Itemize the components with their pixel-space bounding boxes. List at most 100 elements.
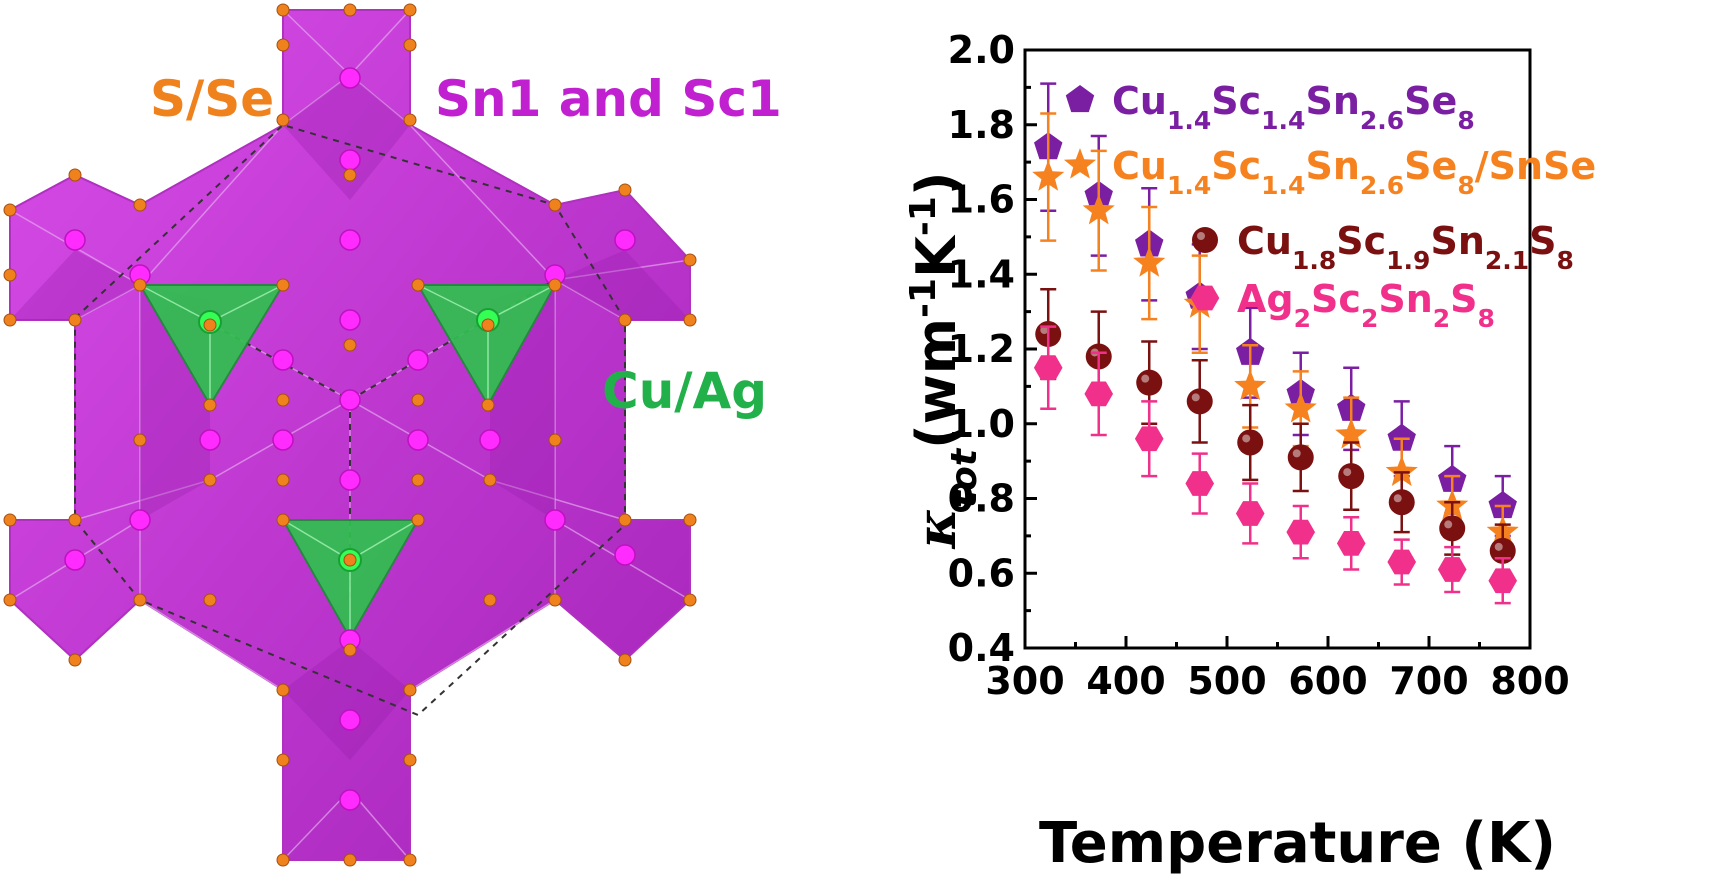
sn-sc-atom xyxy=(129,509,151,531)
x-tick-label: 800 xyxy=(1490,659,1569,703)
s-se-atom xyxy=(403,753,417,767)
label-s-se: S/Se xyxy=(150,70,275,128)
sn-sc-atom xyxy=(339,389,361,411)
tetrahedron-edge xyxy=(282,519,351,561)
s-se-atom xyxy=(203,593,217,607)
s-se-atom xyxy=(343,3,357,17)
data-point xyxy=(1388,489,1415,516)
sn-sc-atom xyxy=(339,709,361,731)
s-se-atom xyxy=(343,853,357,867)
legend-marker xyxy=(1065,85,1095,113)
data-point xyxy=(1082,193,1115,225)
s-se-atom xyxy=(343,338,357,352)
data-point xyxy=(1185,471,1215,496)
y-tick-label: 0.8 xyxy=(948,477,1015,521)
legend-marker xyxy=(1190,285,1220,311)
octahedron-edge xyxy=(282,789,351,861)
y-tick-label: 2.0 xyxy=(948,28,1015,72)
x-tick-label: 400 xyxy=(1086,659,1165,703)
s-se-atom xyxy=(683,253,697,267)
s-se-atom xyxy=(68,653,82,667)
x-axis-label: Temperature (K) xyxy=(1039,811,1556,876)
data-point xyxy=(1237,429,1264,456)
sn-sc-atom xyxy=(64,549,86,571)
s-se-atom xyxy=(483,593,497,607)
data-point xyxy=(1387,549,1417,575)
tetrahedron-edge xyxy=(417,284,489,321)
sn-sc-atom xyxy=(339,789,361,811)
s-se-atom xyxy=(343,643,357,657)
tetrahedron-edge xyxy=(139,284,211,323)
sn-sc-atom xyxy=(544,509,566,531)
s-se-atom xyxy=(683,593,697,607)
thermal-conductivity-chart: 300 400 500 600 700 800 0.4 0.6 0.8 1.0 1.2 1.4 1.6 1… xyxy=(903,28,1597,876)
s-se-atom xyxy=(203,318,217,332)
sn-sc-atom xyxy=(339,67,361,89)
s-se-atom xyxy=(276,683,290,697)
s-se-atom xyxy=(411,513,425,527)
s-se-atom xyxy=(276,853,290,867)
s-se-atom xyxy=(411,393,425,407)
s-se-atom xyxy=(276,473,290,487)
octahedron-edge xyxy=(139,124,284,286)
s-se-atom xyxy=(276,3,290,17)
data-point xyxy=(1338,463,1365,490)
legend-label: Cu1.4Sc1.4Sn2.6Se8/SnSe xyxy=(1112,144,1596,200)
s-se-atom xyxy=(618,653,632,667)
legend-marker xyxy=(1063,148,1097,179)
x-tick-label: 500 xyxy=(1187,659,1266,703)
legend-label: Ag2Sc2Sn2S8 xyxy=(1237,277,1495,333)
data-point xyxy=(1437,557,1467,582)
legend-label: Cu1.8Sc1.9Sn2.1S8 xyxy=(1237,219,1574,275)
s-se-atom xyxy=(403,3,417,17)
s-se-atom xyxy=(683,313,697,327)
data-point xyxy=(1488,491,1517,519)
data-point xyxy=(1133,246,1166,277)
tetrahedron xyxy=(416,284,557,408)
marker-highlight xyxy=(1444,520,1453,529)
s-se-atom xyxy=(68,168,82,182)
marker-highlight xyxy=(1141,374,1150,383)
marker-highlight xyxy=(1242,434,1251,443)
crystal-structure-figure xyxy=(3,3,697,867)
series-2 xyxy=(1035,287,1516,579)
legend-group: Cu1.4Sc1.4Sn2.6Se8 Cu1.4Sc1.4Sn2.6Se8/SnS… xyxy=(1063,79,1596,333)
sn-sc-atom xyxy=(614,544,636,566)
marker-highlight xyxy=(1494,542,1503,551)
data-point xyxy=(1335,418,1368,449)
s-se-atom xyxy=(3,203,17,217)
marker-highlight xyxy=(1040,326,1049,335)
s-se-atom xyxy=(481,398,495,412)
x-tick-label: 300 xyxy=(985,659,1064,703)
s-se-atom xyxy=(403,38,417,52)
y-axis-label: κtot(wm-1K-1) xyxy=(903,171,985,549)
tetrahedron-edge xyxy=(487,284,556,321)
x-tick-label: 700 xyxy=(1389,659,1468,703)
sn-sc-atom xyxy=(272,429,294,451)
marker-highlight xyxy=(1191,393,1200,402)
s-se-atom xyxy=(203,473,217,487)
sn-sc-atom xyxy=(479,429,501,451)
s-se-atom xyxy=(3,593,17,607)
data-point xyxy=(1234,369,1267,401)
series-3 xyxy=(1033,325,1518,605)
atoms-group xyxy=(3,3,697,867)
data-point xyxy=(1336,530,1366,556)
octahedron-edge xyxy=(554,279,626,321)
s-se-atom xyxy=(133,433,147,447)
octahedron-edge xyxy=(554,259,691,281)
s-se-atom xyxy=(403,853,417,867)
tetrahedron xyxy=(138,284,285,407)
data-point xyxy=(1235,501,1265,526)
s-se-atom xyxy=(276,278,290,292)
sn-sc-atom xyxy=(339,469,361,491)
octahedron-shaded-face xyxy=(283,75,410,200)
label-sn1-sc1: Sn1 and Sc1 xyxy=(435,70,782,128)
s-se-atom xyxy=(68,513,82,527)
s-se-atom xyxy=(276,513,290,527)
y-tick-label: 1.4 xyxy=(948,252,1015,296)
s-se-atom xyxy=(403,683,417,697)
y-tick-label: 1.0 xyxy=(948,402,1015,446)
data-point xyxy=(1136,369,1163,396)
sn-sc-atom xyxy=(199,429,221,451)
